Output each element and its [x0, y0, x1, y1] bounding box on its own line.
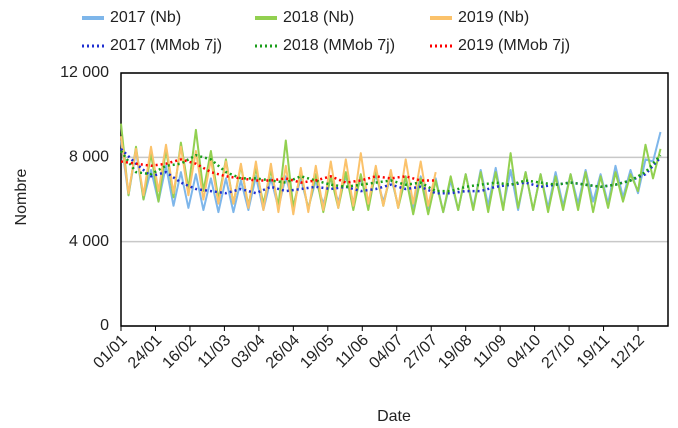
x-tick-label: 26/04 — [263, 332, 303, 372]
y-tick-label: 4 000 — [69, 233, 109, 250]
moving-average-line — [119, 150, 662, 193]
x-tick-label: 19/11 — [574, 332, 614, 372]
legend-label: 2019 (MMob 7j) — [458, 37, 570, 54]
x-tick-label: 27/10 — [539, 332, 579, 372]
x-tick-label: 11/06 — [333, 332, 373, 372]
moving-average-line — [120, 158, 436, 184]
x-tick-label: 27/07 — [401, 332, 441, 372]
x-tick-label: 24/01 — [125, 332, 165, 372]
legend-label: 2017 (Nb) — [110, 9, 181, 26]
y-tick-label: 0 — [100, 317, 109, 334]
x-tick-label: 19/05 — [297, 332, 337, 372]
y-tick-label: 8 000 — [69, 149, 109, 166]
x-tick-label: 04/07 — [366, 332, 406, 372]
x-tick-label: 16/02 — [159, 332, 199, 372]
x-axis-title: Date — [377, 408, 411, 425]
x-tick-label: 11/03 — [195, 332, 235, 372]
x-tick-label: 01/01 — [90, 332, 130, 372]
x-tick-label: 12/12 — [608, 332, 648, 372]
plot-frame — [120, 72, 669, 327]
series-line — [120, 136, 437, 216]
moving-average-line — [120, 148, 662, 195]
x-tick-label: 11/09 — [470, 332, 510, 372]
legend-label: 2017 (MMob 7j) — [110, 37, 222, 54]
legend-label: 2018 (Nb) — [283, 9, 354, 26]
legend-label: 2018 (MMob 7j) — [283, 37, 395, 54]
x-tick-label: 03/04 — [228, 332, 268, 372]
x-tick-label: 19/08 — [435, 332, 475, 372]
x-tick-label: 04/10 — [504, 332, 544, 372]
y-axis-title: Nombre — [13, 168, 30, 225]
legend-label: 2019 (Nb) — [458, 9, 529, 26]
y-tick-label: 12 000 — [60, 64, 109, 81]
